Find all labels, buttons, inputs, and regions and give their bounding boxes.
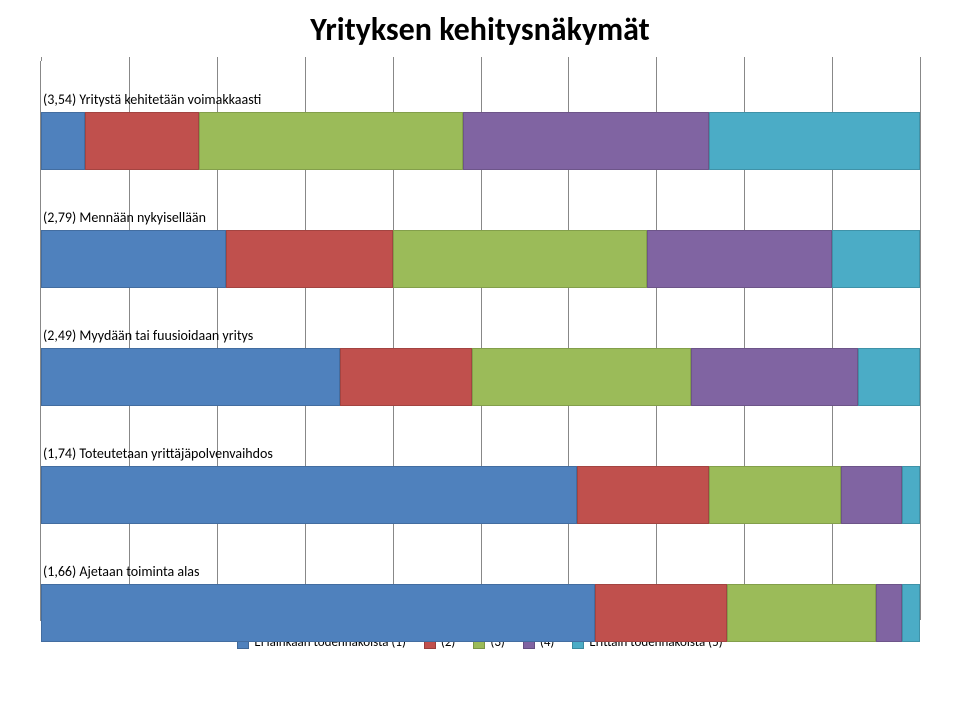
category-label: (3,54) Yritystä kehitetään voimakkaasti [41,91,920,108]
x-axis-tick [41,57,42,61]
bar-segment [340,348,472,406]
bar-segment [858,348,920,406]
stacked-bar [41,348,920,406]
chart-category: (1,74) Toteutetaan yrittäjäpolvenvaihdos [41,445,920,524]
x-axis-tick [129,57,130,61]
chart-category: (1,66) Ajetaan toiminta alas [41,563,920,642]
bar-segment [41,348,340,406]
chart-page: Yrityksen kehitysnäkymät 0 %10 %20 %30 %… [0,0,960,712]
bar-segment [691,348,858,406]
x-axis-tick [568,57,569,61]
bar-segment [199,112,463,170]
bar-segment [709,466,841,524]
bar-segment [41,230,226,288]
x-axis-tick [920,57,921,61]
x-axis-tick [305,57,306,61]
stacked-bar [41,112,920,170]
category-label: (2,49) Myydään tai fuusioidaan yritys [41,327,920,344]
x-axis-tick [656,57,657,61]
chart-title: Yrityksen kehitysnäkymät [40,10,920,49]
bar-segment [41,466,577,524]
bar-segment [841,466,903,524]
x-axis-tick [744,57,745,61]
x-axis-tick [481,57,482,61]
bar-segment [595,584,727,642]
chart-plot-area: (3,54) Yritystä kehitetään voimakkaasti (… [40,61,920,621]
bar-segment [463,112,709,170]
bar-segment [472,348,692,406]
bar-segment [647,230,832,288]
bar-segment [902,466,920,524]
bar-segment [41,112,85,170]
bar-segment [709,112,920,170]
stacked-bar [41,584,920,642]
bar-segment [85,112,199,170]
chart-category: (3,54) Yritystä kehitetään voimakkaasti [41,91,920,170]
stacked-bar [41,466,920,524]
x-axis-tick [217,57,218,61]
stacked-bar [41,230,920,288]
category-label: (2,79) Mennään nykyisellään [41,209,920,226]
bar-segment [876,584,902,642]
category-label: (1,66) Ajetaan toiminta alas [41,563,920,580]
bar-segment [902,584,920,642]
bar-segment [41,584,595,642]
chart-category: (2,49) Myydään tai fuusioidaan yritys [41,327,920,406]
category-label: (1,74) Toteutetaan yrittäjäpolvenvaihdos [41,445,920,462]
x-grid-line [920,61,921,620]
chart-category: (2,79) Mennään nykyisellään [41,209,920,288]
bar-segment [226,230,393,288]
bar-segment [393,230,648,288]
x-axis-tick [832,57,833,61]
bar-segment [577,466,709,524]
bar-segment [832,230,920,288]
x-axis-tick [393,57,394,61]
bar-segment [727,584,876,642]
